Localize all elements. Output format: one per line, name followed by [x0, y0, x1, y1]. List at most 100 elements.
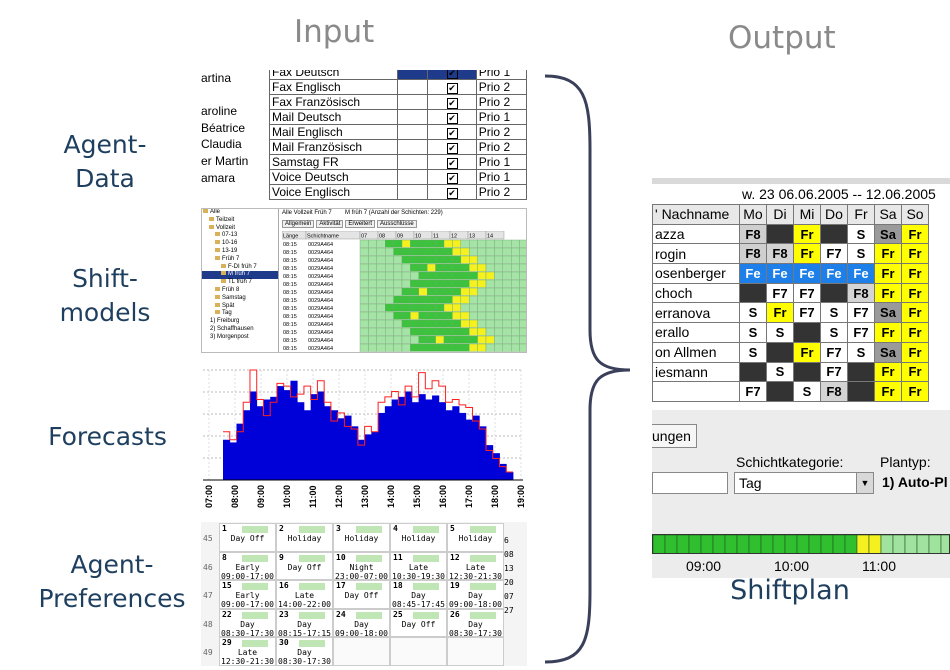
shiftplan-row[interactable]: erallo S S T S F7 Fr Fr [652, 322, 929, 343]
calendar-day[interactable]: 2 Holiday [276, 523, 333, 552]
agent-skill-row[interactable]: Fax Englisch ✔ Prio 2 [268, 79, 527, 95]
dropdown-arrow-icon[interactable]: ▼ [856, 473, 873, 493]
shift-cell[interactable]: Sa [874, 341, 902, 363]
day-header[interactable]: Sa [874, 204, 902, 225]
shift-cell[interactable]: T [739, 361, 767, 383]
day-header[interactable]: Di [766, 204, 794, 225]
shift-cell[interactable]: Fr [874, 263, 902, 284]
tree-item[interactable]: 13-19 [202, 247, 278, 256]
shift-cell[interactable]: S [766, 361, 794, 383]
shift-cell[interactable]: T [739, 282, 767, 304]
shift-cell[interactable]: S [847, 223, 875, 245]
shift-cell[interactable]: Sa [874, 223, 902, 245]
tree-item[interactable]: Früh 7 [202, 255, 278, 264]
calendar-day[interactable]: 1 Day Off [219, 523, 276, 552]
tree-item[interactable]: 2) Schaffhausen [202, 326, 278, 334]
tree-item[interactable]: Samstag [202, 294, 278, 303]
shift-cell[interactable]: F7 [766, 282, 794, 304]
skill-checkbox[interactable]: ✔ [427, 169, 477, 185]
tree-item[interactable]: 1) Freiburg [202, 318, 278, 326]
calendar-day[interactable]: 19 Day 09:00-18:00 [447, 580, 504, 609]
shift-cell[interactable]: S [766, 322, 794, 343]
day-header[interactable]: So [901, 204, 929, 225]
skill-checkbox[interactable]: ✔ [427, 139, 477, 155]
tree-item[interactable]: F-DI früh 7 [202, 263, 278, 272]
shiftplan-tab[interactable]: ungen [652, 424, 697, 448]
shift-cell[interactable]: Fr [874, 361, 902, 383]
agent-skill-row[interactable]: Fax Französisch ✔ Prio 2 [268, 94, 527, 110]
shiftplan-row[interactable]: rogin F8 F8 Fr F7 S Fr Fr [652, 243, 929, 265]
shift-cell[interactable]: Fe [739, 263, 767, 284]
shift-cell[interactable]: Fe [793, 263, 821, 284]
skill-checkbox[interactable]: ✔ [427, 109, 477, 125]
tree-item[interactable]: 3) Morgenpost [202, 334, 278, 342]
shift-cell[interactable]: F8 [739, 223, 767, 245]
skill-checkbox[interactable]: ✔ [427, 184, 477, 200]
shift-cell[interactable]: S [739, 322, 767, 343]
skill-checkbox[interactable]: ✔ [427, 154, 477, 170]
calendar-day[interactable]: 17 Day Off [333, 580, 390, 609]
calendar-day[interactable] [390, 637, 447, 666]
shiftplan-row[interactable]: erranova S Fr F7 S F7 Sa Fr [652, 302, 929, 324]
tree-item[interactable]: Spät [202, 302, 278, 311]
day-header[interactable]: Mi [793, 204, 821, 225]
agent-skill-row[interactable]: Mail Englisch ✔ Prio 2 [268, 124, 527, 140]
tree-item[interactable]: TL früh 7 [202, 279, 278, 287]
shift-cell[interactable]: T [847, 381, 875, 402]
calendar-day[interactable]: 24 Day 09:00-18:00 [333, 608, 390, 638]
shiftplan-row[interactable]: osenberger Fe Fe Fe Fe Fe Fr Fr [652, 263, 929, 284]
shift-cell[interactable]: S [739, 302, 767, 324]
shiftplan-row[interactable]: iesmann T S T F7 T Fr Fr [652, 361, 929, 383]
shift-cell[interactable]: S [820, 302, 848, 324]
shift-cell[interactable]: T [766, 341, 794, 363]
shift-cell[interactable]: Fe [847, 263, 875, 284]
day-header[interactable]: Mo [739, 204, 767, 225]
calendar-day[interactable]: 15 Early 09:00-17:00 [219, 580, 276, 609]
shift-cell[interactable]: T [793, 361, 821, 383]
tree-item[interactable]: Tag [202, 310, 278, 318]
agent-skill-row[interactable]: Voice Deutsch ✔ Prio 1 [268, 169, 527, 185]
tree-item[interactable]: Teilzeit [202, 216, 278, 225]
shift-tab[interactable]: Allgemein [282, 220, 315, 228]
shift-cell[interactable]: F7 [739, 381, 767, 402]
calendar-day[interactable]: 22 Day 08:30-17:30 [219, 608, 276, 638]
shift-cell[interactable]: T [766, 381, 794, 402]
shift-cell[interactable]: T [766, 223, 794, 245]
tree-item[interactable]: Alle [202, 209, 278, 217]
skill-checkbox[interactable]: ✔ [427, 94, 477, 110]
shiftplan-row[interactable]: F7 T S F8 T Fr Fr [652, 381, 929, 402]
shift-cell[interactable]: Fr [793, 243, 821, 265]
shift-cell[interactable]: Fr [901, 243, 929, 265]
shift-cell[interactable]: Fr [793, 223, 821, 245]
calendar-day[interactable]: 8 Early 09:00-17:00 [219, 551, 276, 581]
shift-cell[interactable]: F7 [793, 282, 821, 304]
shift-cell[interactable]: F7 [847, 302, 875, 324]
shift-cell[interactable]: S [739, 341, 767, 363]
day-header[interactable]: Do [820, 204, 848, 225]
shift-cell[interactable]: Fr [874, 381, 902, 402]
shift-cell[interactable]: F7 [820, 243, 848, 265]
shift-cell[interactable]: T [847, 361, 875, 383]
shift-tab[interactable]: Erweitert [345, 220, 376, 228]
shift-tab[interactable]: Aktivität [316, 220, 344, 228]
shift-cell[interactable]: Fr [901, 302, 929, 324]
shift-cell[interactable]: F8 [766, 243, 794, 265]
shift-cell[interactable]: F8 [847, 282, 875, 304]
shift-cell[interactable]: T [820, 223, 848, 245]
calendar-day[interactable]: 26 Day 08:30-17:30 [447, 608, 504, 638]
shiftplan-row[interactable]: on Allmen S T Fr F7 S Sa Fr [652, 341, 929, 363]
shift-cell[interactable]: S [847, 341, 875, 363]
calendar-day[interactable]: 5 Holiday [447, 523, 504, 552]
shift-cell[interactable]: Fr [874, 282, 902, 304]
name-header[interactable]: ' Nachname [652, 204, 740, 225]
calendar-day[interactable]: 4 Holiday [390, 523, 447, 552]
calendar-day[interactable]: 11 Late 10:30-19:30 [390, 551, 447, 581]
shift-cell[interactable]: S [820, 322, 848, 343]
shift-cell[interactable]: Fr [766, 302, 794, 324]
shift-cell[interactable]: T [820, 282, 848, 304]
calendar-day[interactable] [447, 637, 504, 666]
shift-cell[interactable]: Fr [901, 322, 929, 343]
shift-cell[interactable]: Fr [901, 223, 929, 245]
skill-checkbox[interactable]: ✔ [427, 79, 477, 95]
shift-cell[interactable]: Sa [874, 302, 902, 324]
